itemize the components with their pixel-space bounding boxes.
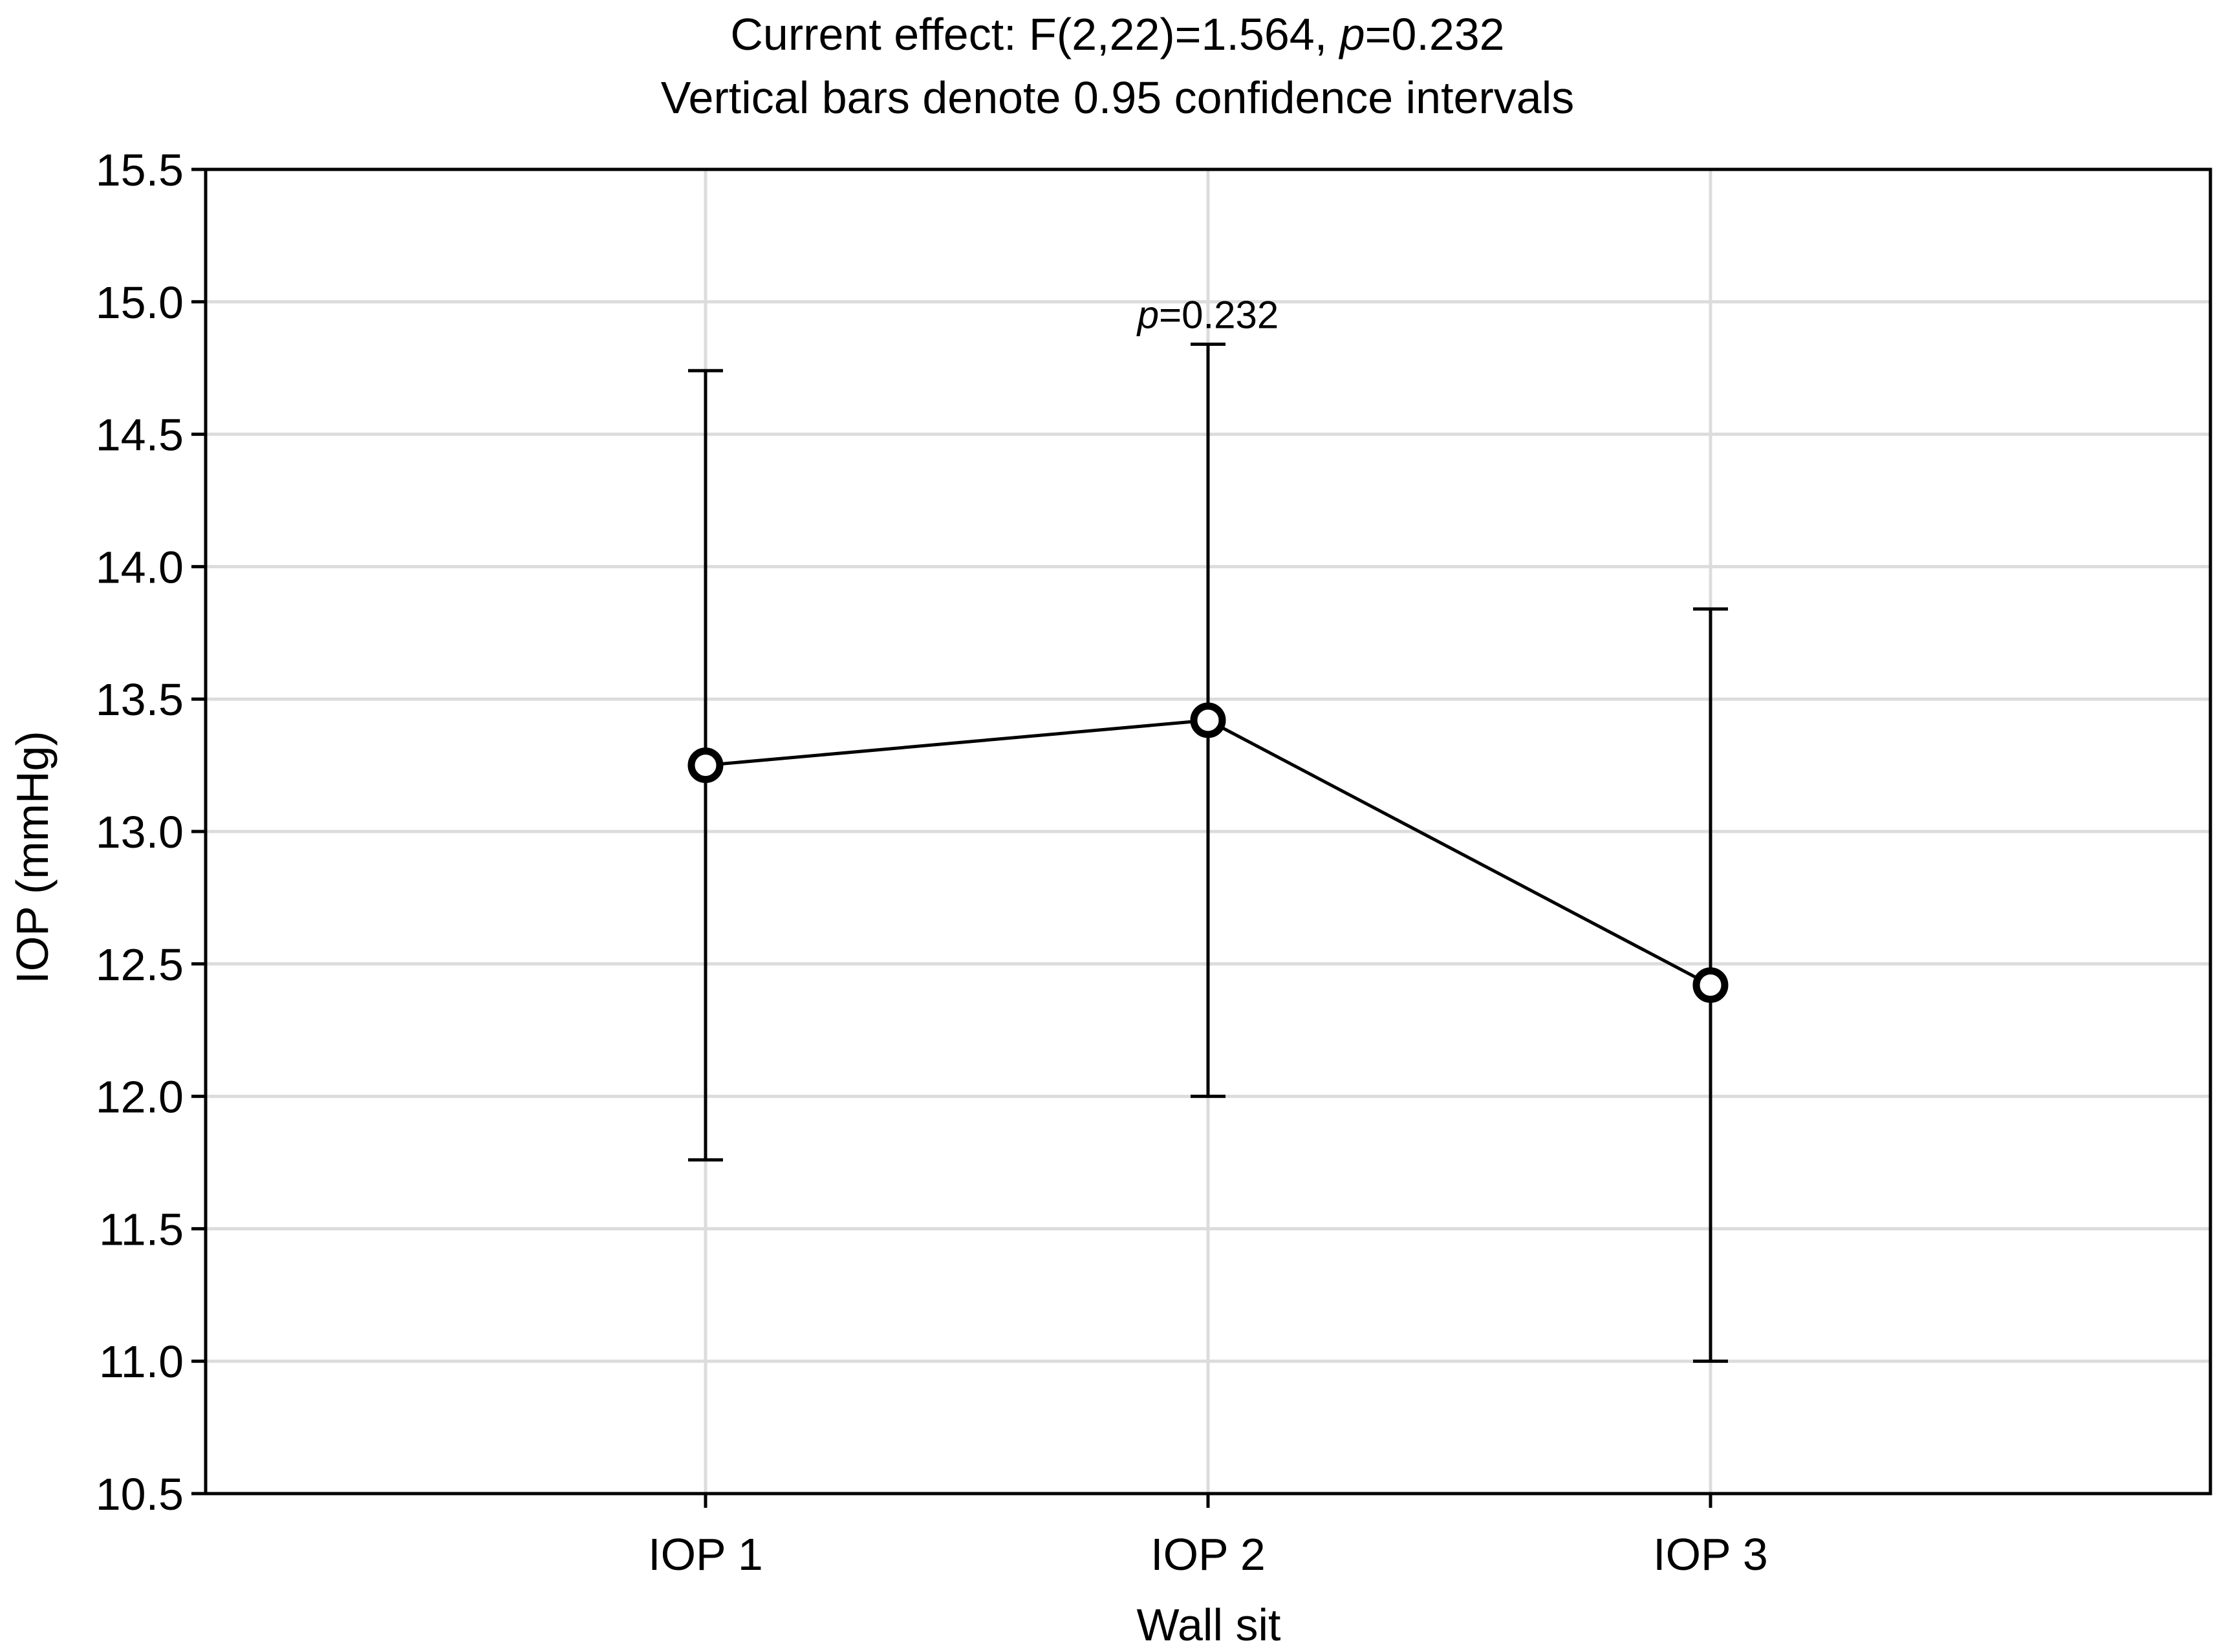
x-tick-label: IOP 3 xyxy=(1653,1529,1768,1580)
p-value-annotation: p=0.232 xyxy=(1136,293,1279,336)
y-tick-label: 11.5 xyxy=(99,1204,184,1254)
y-tick-label: 13.0 xyxy=(96,807,184,857)
axis-ticks xyxy=(191,167,1712,1508)
annotation-value: =0.232 xyxy=(1159,293,1279,336)
y-tick-label: 13.5 xyxy=(96,674,184,725)
y-tick-label: 15.0 xyxy=(96,277,184,328)
x-tick-label: IOP 1 xyxy=(648,1529,763,1580)
chart-title-p-symbol: p xyxy=(1339,9,1365,59)
y-tick-label: 12.5 xyxy=(96,939,184,990)
y-tick-label: 10.5 xyxy=(96,1469,184,1519)
y-tick-label: 15.5 xyxy=(96,145,184,195)
chart-title-prefix: Current effect: F(2,22)=1.564, xyxy=(730,9,1339,59)
y-tick-label: 14.5 xyxy=(96,410,184,460)
y-tick-label: 11.0 xyxy=(99,1336,184,1387)
data-point xyxy=(1692,967,1729,1003)
chart-title-line2: Vertical bars denote 0.95 confidence int… xyxy=(661,72,1575,123)
chart-title-suffix: =0.232 xyxy=(1365,9,1505,59)
annotation-p-symbol: p xyxy=(1136,293,1159,336)
x-tick-label: IOP 2 xyxy=(1150,1529,1266,1580)
data-point xyxy=(687,747,724,784)
series xyxy=(687,702,1729,1003)
y-tick-label: 12.0 xyxy=(96,1072,184,1122)
y-axis-label: IOP (mmHg) xyxy=(7,731,58,984)
chart-title-line1: Current effect: F(2,22)=1.564, p=0.232 xyxy=(730,9,1504,59)
y-tick-label: 14.0 xyxy=(96,542,184,592)
x-axis-label: Wall sit xyxy=(1137,1600,1281,1650)
data-point xyxy=(1190,702,1226,738)
